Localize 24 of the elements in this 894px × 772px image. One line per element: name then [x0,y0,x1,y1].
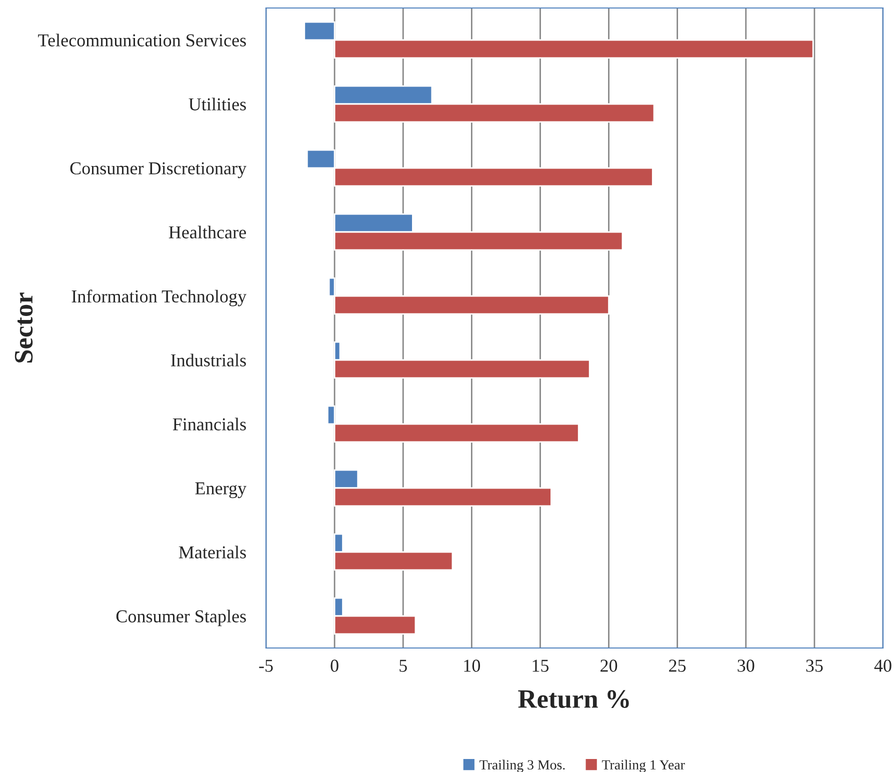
y-tick-label: Telecommunication Services [38,34,246,46]
y-tick-label: Consumer Staples [116,610,246,626]
y-tick-label: Utilities [188,98,246,110]
x-tick-label: -5 [259,660,273,672]
x-tick-label: 15 [532,660,549,672]
y-tick-label: Energy [195,482,246,498]
x-tick-label: 35 [806,660,823,672]
x-tick-label: 5 [400,660,407,672]
y-tick-label: Information Technology [72,290,246,306]
y-tick-label: Consumer Discretionary [70,162,246,178]
x-tick-label: 20 [600,660,618,672]
x-tick-label: 40 [874,660,892,672]
x-tick-label: 0 [330,660,338,672]
x-axis-title: Return % [518,690,629,708]
x-tick-label: 30 [738,660,754,672]
y-tick-label: Financials [172,418,246,430]
y-tick-label: Industrials [170,354,246,366]
legend-label: Trailing 3 Mos. [480,760,565,772]
y-axis-title: Sector [14,292,33,362]
x-tick-label: 25 [669,660,686,672]
x-tick-label: 10 [464,660,480,672]
legend-label: Trailing 1 Year [602,760,685,772]
y-tick-label: Healthcare [168,226,246,238]
y-tick-label: Materials [178,546,246,558]
